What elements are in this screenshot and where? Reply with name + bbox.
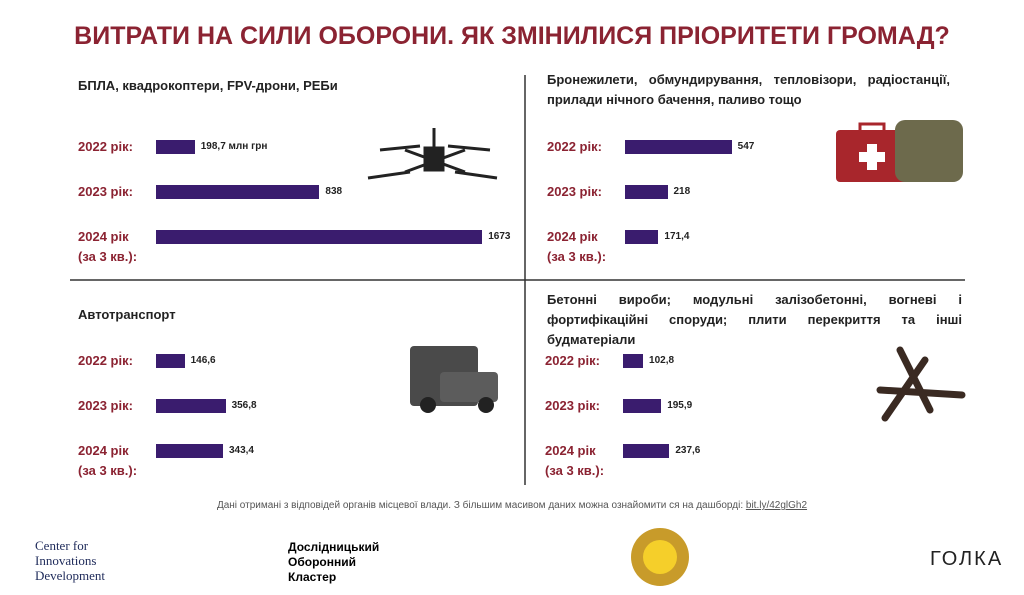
bar — [623, 444, 670, 458]
category-label: 2023 рік: — [78, 184, 133, 199]
bar — [156, 354, 185, 368]
hedgehog-icon — [876, 346, 966, 422]
cid-line: Innovations — [35, 553, 97, 568]
cid-line: Center for — [35, 538, 89, 553]
page-title: ВИТРАТИ НА СИЛИ ОБОРОНИ. ЯК ЗМІНИЛИСЯ ПР… — [74, 22, 950, 50]
value-label: 356,8 — [231, 400, 257, 411]
category-label: 2022 рік: — [545, 353, 600, 368]
category-label: 2023 рік: — [547, 184, 602, 199]
bar — [156, 185, 320, 199]
bar — [625, 230, 659, 244]
cluster-line: Оборонний — [288, 555, 356, 569]
dashboard-link[interactable]: bit.ly/42glGh2 — [745, 500, 808, 511]
bar — [156, 140, 195, 154]
cluster-line: Дослідницький — [288, 540, 380, 554]
bar — [625, 185, 668, 199]
truck-icon — [410, 346, 498, 413]
medkit-icon — [836, 120, 963, 182]
category-label: 2023 рік: — [78, 398, 133, 413]
cluster-line: Кластер — [288, 570, 337, 584]
category-label: 2024 рік (за 3 кв.): — [547, 229, 607, 264]
value-label: 198,7 млн грн — [200, 141, 268, 152]
note-text: Дані отримані з відповідей органів місце… — [216, 500, 744, 511]
value-label: 102,8 — [649, 355, 675, 366]
panel-title: Бетонні вироби; модульні залізобетонні, … — [547, 292, 962, 347]
panel-title: Бронежилети, обмундирування, тепловізори… — [547, 72, 950, 107]
seal-logo — [631, 528, 689, 586]
golka-logo: ГОЛКА — [930, 548, 1004, 570]
value-label: 171,4 — [664, 231, 690, 242]
value-label: 343,4 — [228, 445, 254, 456]
drone-icon — [367, 128, 498, 180]
bar — [156, 444, 223, 458]
category-label: 2022 рік: — [547, 139, 602, 154]
category-label: 2022 рік: — [78, 139, 133, 154]
category-label: 2023 рік: — [545, 398, 600, 413]
cid-line: Development — [35, 568, 106, 583]
value-label: 1673 — [488, 231, 511, 242]
value-label: 547 — [737, 141, 755, 152]
value-label: 195,9 — [667, 400, 693, 411]
panel-title: БПЛА, квадрокоптери, FPV-дрони, РЕБи — [78, 78, 338, 93]
bar — [623, 399, 662, 413]
value-label: 146,6 — [190, 355, 216, 366]
value-label: 237,6 — [675, 445, 701, 456]
category-label: 2022 рік: — [78, 353, 133, 368]
category-label: 2024 рік (за 3 кв.): — [78, 229, 138, 264]
panel-title: Автотранспорт — [78, 307, 176, 322]
bar — [625, 140, 732, 154]
category-label: 2024 рік (за 3 кв.): — [545, 443, 605, 478]
category-label: 2024 рік (за 3 кв.): — [78, 443, 138, 478]
value-label: 218 — [673, 186, 691, 197]
bar — [156, 399, 226, 413]
bar — [156, 230, 483, 244]
footnote: Дані отримані з відповідей органів місце… — [0, 500, 1024, 511]
bar — [623, 354, 644, 368]
value-label: 838 — [325, 186, 343, 197]
